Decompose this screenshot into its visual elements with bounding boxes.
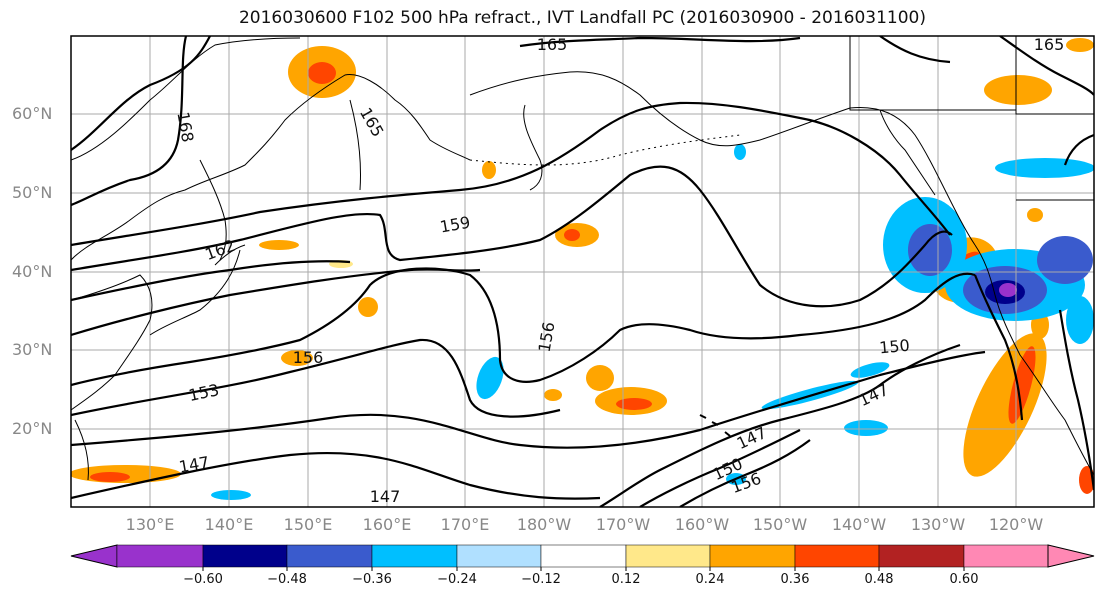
- negative-anomaly-shading: [211, 144, 1094, 500]
- coastlines: [71, 36, 1094, 481]
- lon-label: 130°E: [125, 515, 175, 534]
- contour-label: 147: [856, 380, 892, 410]
- contour-label: 150: [878, 336, 910, 358]
- colorbar-swatch: [709, 544, 796, 568]
- colorbar-swatch: [371, 544, 458, 568]
- lon-label: 130°W: [910, 515, 966, 534]
- lon-label: 180°W: [516, 515, 572, 534]
- colorbar-tick-label: −0.60: [183, 572, 223, 587]
- colorbar-tick-label: −0.36: [352, 572, 392, 587]
- contour-label: 147: [370, 487, 401, 506]
- colorbar: [70, 544, 1095, 571]
- colorbar-swatch: [202, 544, 288, 568]
- colorbar-swatch: [878, 544, 965, 568]
- colorbar-swatch: [286, 544, 373, 568]
- colorbar-tick-label: −0.48: [267, 572, 307, 587]
- plot-title: 2016030600 F102 500 hPa refract., IVT La…: [238, 8, 926, 28]
- lat-label-60n: 60°N: [12, 104, 53, 123]
- colorbar-tick-label: 0.48: [864, 572, 894, 587]
- lon-label: 160°W: [674, 515, 730, 534]
- colorbar-swatch: [540, 544, 627, 568]
- colorbar-tick-label: 0.24: [695, 572, 725, 587]
- contour-label: 168: [173, 110, 197, 143]
- map-frame: [70, 35, 1095, 508]
- colorbar-tick-label: −0.24: [437, 572, 477, 587]
- lat-label-40n: 40°N: [12, 262, 53, 281]
- lon-label: 140°E: [204, 515, 254, 534]
- contour-label: 156: [535, 320, 559, 353]
- contour-label: 165: [1034, 35, 1065, 54]
- lat-label-30n: 30°N: [12, 340, 53, 359]
- contour-label: 162: [203, 236, 238, 264]
- contour-label: 153: [187, 380, 221, 405]
- lat-label-20n: 20°N: [12, 419, 53, 438]
- colorbar-tick-label: 0.60: [949, 572, 979, 587]
- colorbar-swatch: [116, 544, 204, 568]
- lon-label: 120°W: [988, 515, 1044, 534]
- contour-label: 165: [356, 104, 388, 140]
- contour-label: 159: [438, 213, 471, 237]
- lon-label: 150°W: [752, 515, 808, 534]
- lon-label: 170°E: [440, 515, 490, 534]
- lon-label: 140°W: [831, 515, 887, 534]
- colorbar-swatch: [794, 544, 880, 568]
- colorbar-tick-label: 0.36: [780, 572, 810, 587]
- colorbar-tick-label: 0.12: [611, 572, 641, 587]
- colorbar-swatch: [456, 544, 542, 568]
- lon-label: 150°E: [283, 515, 333, 534]
- height-contours: [71, 36, 1094, 507]
- lat-label-50n: 50°N: [12, 183, 53, 202]
- colorbar-high-extension: [1047, 544, 1095, 568]
- contour-label: 165: [537, 35, 568, 54]
- lon-label: 170°W: [595, 515, 651, 534]
- colorbar-low-extension: [70, 544, 118, 568]
- colorbar-swatch: [963, 544, 1049, 568]
- contour-label: 156: [293, 348, 324, 367]
- contour-label: 147: [177, 453, 210, 477]
- lon-label: 160°E: [362, 515, 412, 534]
- colorbar-tick-label: −0.12: [521, 572, 561, 587]
- colorbar-swatch: [625, 544, 711, 568]
